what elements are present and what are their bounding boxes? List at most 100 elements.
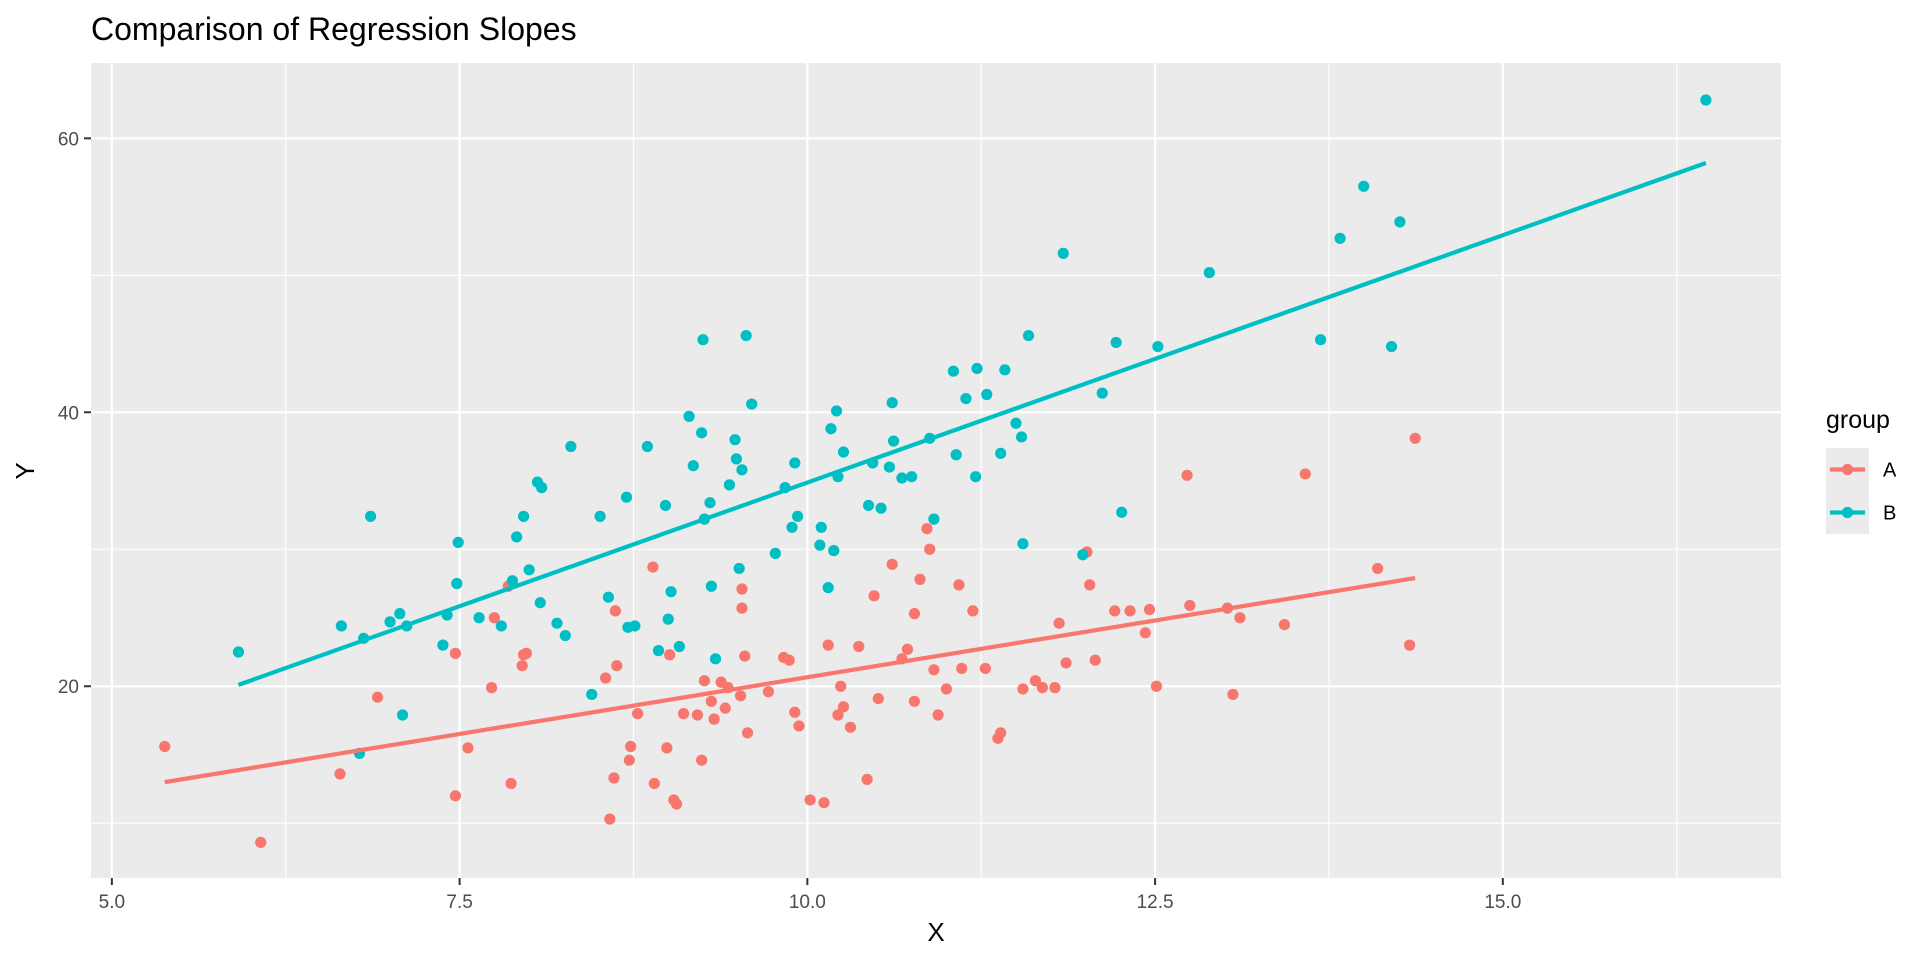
data-point [1150, 680, 1163, 692]
data-point [523, 564, 535, 576]
data-point [632, 708, 644, 720]
x-tick-label: 12.5 [1137, 892, 1174, 913]
data-point [1049, 682, 1061, 694]
data-point [940, 683, 953, 695]
data-point [719, 702, 731, 714]
legend-item-B: B [1826, 491, 1896, 534]
data-point [921, 523, 933, 535]
data-point [932, 709, 944, 721]
data-point [901, 643, 914, 655]
data-point [677, 708, 690, 720]
data-point [729, 434, 741, 446]
series-B-fit-line [237, 161, 1707, 687]
data-point [896, 472, 908, 484]
series-A-points [159, 432, 1421, 848]
x-axis-title: X [927, 917, 944, 947]
data-point [734, 690, 747, 702]
legend-label: B [1883, 503, 1896, 525]
series-B-points [232, 94, 1712, 759]
data-point [837, 446, 850, 458]
legend-item-A: A [1826, 448, 1897, 491]
data-point [559, 629, 571, 642]
data-point [999, 364, 1011, 376]
data-point [736, 464, 748, 476]
data-point [908, 608, 921, 620]
data-point [956, 662, 968, 675]
data-point [828, 545, 840, 557]
data-point [159, 740, 171, 753]
y-axis-title: Y [10, 462, 40, 479]
data-point [664, 649, 676, 661]
data-point [709, 653, 722, 665]
data-point [335, 620, 347, 632]
data-point [232, 646, 245, 658]
legend-title: group [1826, 406, 1890, 434]
data-point [979, 662, 991, 675]
data-point [822, 639, 834, 651]
data-point [1089, 654, 1101, 666]
data-point [886, 397, 898, 409]
data-point [739, 650, 751, 662]
data-point [872, 692, 884, 705]
data-point [792, 510, 804, 522]
data-point [437, 639, 449, 651]
data-point [971, 362, 983, 375]
data-point [485, 682, 498, 694]
data-point [661, 742, 673, 754]
data-point [832, 709, 844, 721]
data-point [1060, 657, 1072, 669]
data-point [670, 798, 683, 810]
data-point [691, 709, 704, 721]
data-point [1029, 675, 1042, 687]
data-point [1314, 334, 1327, 346]
data-point [883, 461, 896, 473]
data-point [953, 579, 965, 591]
x-tick-label: 10.0 [789, 892, 826, 913]
data-point [1234, 612, 1246, 624]
data-point [1109, 605, 1121, 617]
data-point [625, 740, 637, 753]
data-point [565, 440, 577, 453]
x-tick-label: 5.0 [99, 892, 125, 913]
data-point [825, 423, 837, 435]
plot-panel [91, 63, 1781, 878]
data-point [1015, 431, 1028, 443]
data-point [733, 562, 745, 575]
data-point [1116, 506, 1128, 518]
data-point [1017, 538, 1029, 550]
data-point [600, 672, 612, 684]
data-point [1110, 336, 1122, 349]
data-point [449, 790, 462, 802]
series-A-fit-line [164, 575, 1416, 785]
data-point [1181, 469, 1193, 481]
data-point [609, 605, 621, 617]
data-point [534, 597, 546, 609]
data-point [853, 640, 865, 653]
data-point [1143, 603, 1156, 616]
data-point [520, 647, 532, 659]
data-point [844, 721, 857, 733]
minor-gridlines [91, 63, 1781, 878]
data-point [608, 772, 620, 784]
data-point [981, 388, 993, 401]
data-point [835, 680, 847, 692]
data-point [623, 754, 635, 766]
data-point [1385, 340, 1398, 353]
data-point [928, 513, 940, 525]
data-point [875, 502, 887, 514]
data-point [516, 660, 528, 672]
data-point [1152, 340, 1164, 353]
data-point [696, 754, 708, 766]
data-point [1184, 599, 1196, 612]
data-point [652, 645, 665, 657]
data-point [1084, 579, 1096, 591]
data-point [769, 547, 781, 559]
data-point [683, 410, 695, 422]
data-point [698, 675, 711, 687]
data-point [488, 612, 500, 624]
data-point [924, 543, 936, 555]
data-point [818, 797, 830, 809]
data-point [906, 471, 918, 483]
data-point [868, 590, 880, 602]
